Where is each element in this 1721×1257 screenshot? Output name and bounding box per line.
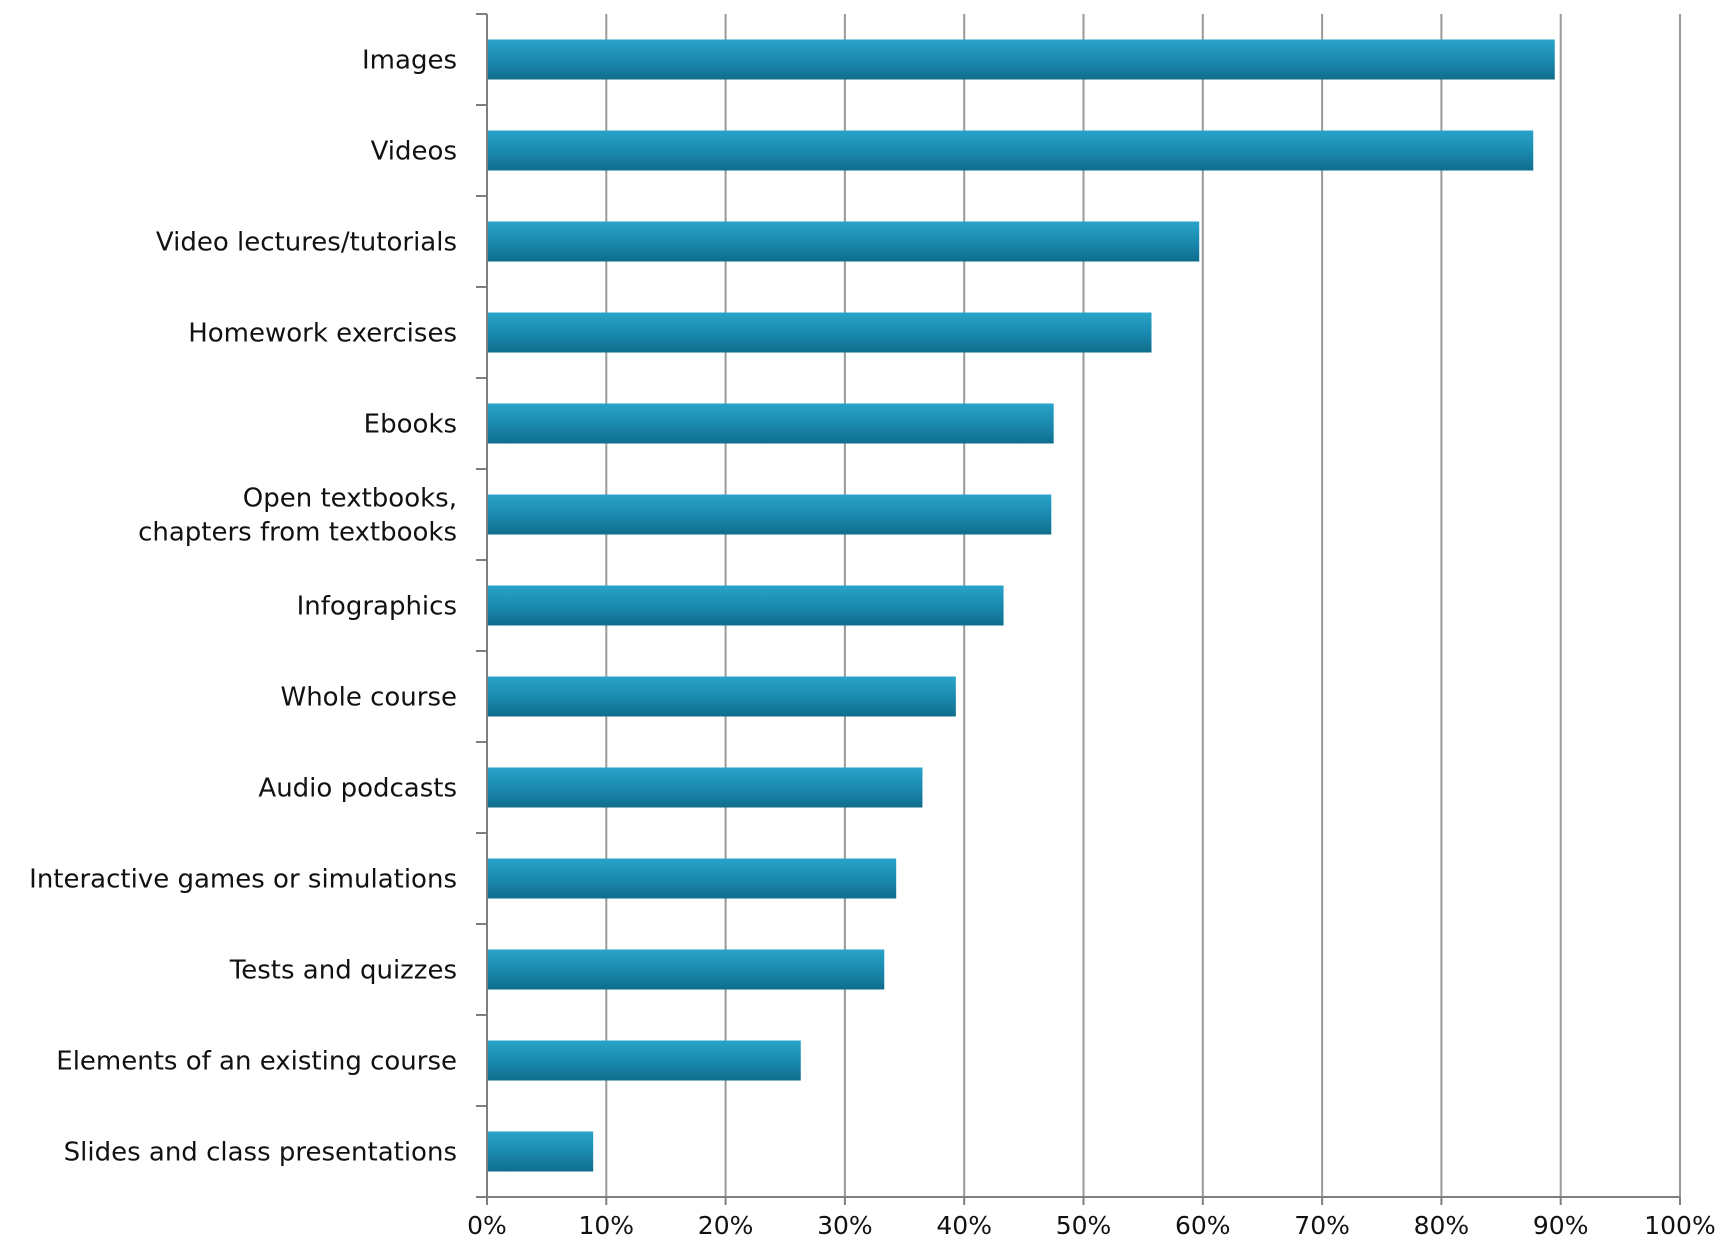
- category-label: Infographics: [297, 592, 457, 622]
- bars: [488, 39, 1555, 1172]
- category-label: Interactive games or simulations: [29, 865, 457, 895]
- bar: [488, 494, 1052, 535]
- bar: [488, 403, 1054, 444]
- category-label: Open textbooks,: [243, 484, 457, 514]
- bar: [488, 676, 956, 717]
- category-label: Audio podcasts: [258, 774, 457, 804]
- bar: [488, 585, 1004, 626]
- bar: [488, 858, 897, 899]
- bar: [488, 39, 1555, 80]
- category-label: Whole course: [281, 683, 458, 713]
- x-tick-label: 90%: [1533, 1211, 1589, 1240]
- bar: [488, 767, 923, 808]
- x-tick-label: 50%: [1056, 1211, 1112, 1240]
- category-label: Ebooks: [364, 410, 457, 440]
- labels: 0% 10% 20% 30% 40% 50% 60% 70% 80% 90% 100% Images V…: [29, 46, 1716, 1241]
- grid-lines: [605, 14, 1681, 1197]
- x-tick-label: 10%: [579, 1211, 635, 1240]
- bar: [488, 312, 1152, 353]
- axes: [476, 13, 1681, 1205]
- bar: [488, 1131, 594, 1172]
- x-tick-label: 70%: [1294, 1211, 1350, 1240]
- x-tick-label: 40%: [936, 1211, 992, 1240]
- x-tick-label: 0%: [467, 1211, 507, 1240]
- x-tick-label: 60%: [1175, 1211, 1231, 1240]
- category-label: chapters from textbooks: [138, 518, 457, 548]
- bar: [488, 949, 885, 990]
- category-label: Homework exercises: [188, 319, 457, 349]
- category-label: Tests and quizzes: [229, 956, 457, 986]
- bar: [488, 221, 1200, 262]
- category-label: Video lectures/tutorials: [156, 228, 457, 258]
- x-tick-label: 20%: [698, 1211, 754, 1240]
- x-tick-label: 80%: [1414, 1211, 1470, 1240]
- category-label: Images: [362, 46, 457, 76]
- bar: [488, 1040, 801, 1081]
- category-label: Elements of an existing course: [56, 1047, 457, 1077]
- x-tick-label: 30%: [817, 1211, 873, 1240]
- bar: [488, 130, 1534, 171]
- category-label: Videos: [371, 137, 457, 167]
- category-label: Slides and class presentations: [64, 1138, 457, 1168]
- x-tick-label: 100%: [1644, 1211, 1715, 1240]
